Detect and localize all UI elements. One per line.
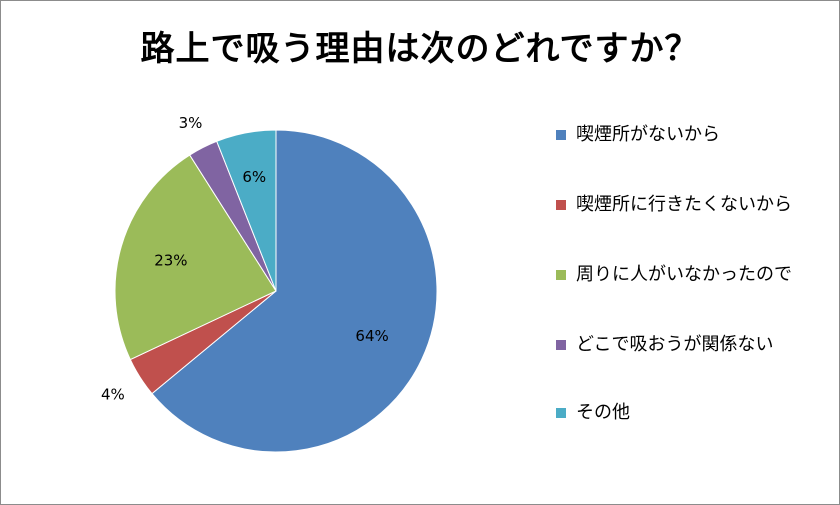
pie-slice bbox=[151, 129, 438, 453]
legend-label: 喫煙所がないから bbox=[576, 124, 720, 145]
legend-item: 喫煙所がないから bbox=[554, 121, 839, 148]
legend-item: 喫煙所に行きたくないから bbox=[554, 191, 839, 218]
legend-swatch bbox=[556, 130, 566, 140]
legend-swatch bbox=[556, 408, 566, 418]
pie-slice bbox=[216, 129, 277, 292]
legend-swatch bbox=[556, 340, 566, 350]
pie-slice bbox=[114, 154, 277, 361]
slice-data-label: 3% bbox=[179, 114, 203, 132]
legend-label: 喫煙所に行きたくないから bbox=[576, 194, 792, 215]
legend-swatch bbox=[556, 270, 566, 280]
slice-data-label: 23% bbox=[154, 252, 187, 270]
legend-label: どこで吸おうが関係ない bbox=[576, 334, 774, 355]
legend-swatch bbox=[556, 200, 566, 210]
legend-item: 周りに人がいなかったので bbox=[554, 261, 839, 288]
legend-item: どこで吸おうが関係ない bbox=[554, 331, 839, 358]
slice-data-label: 6% bbox=[242, 168, 266, 186]
legend-label: 周りに人がいなかったので bbox=[576, 264, 792, 285]
legend-item: その他 bbox=[554, 399, 839, 426]
slice-data-label: 64% bbox=[355, 327, 388, 345]
chart-title: 路上で吸う理由は次のどれですか？ bbox=[140, 29, 700, 69]
slice-data-label: 4% bbox=[101, 386, 125, 404]
legend-label: その他 bbox=[576, 402, 630, 423]
